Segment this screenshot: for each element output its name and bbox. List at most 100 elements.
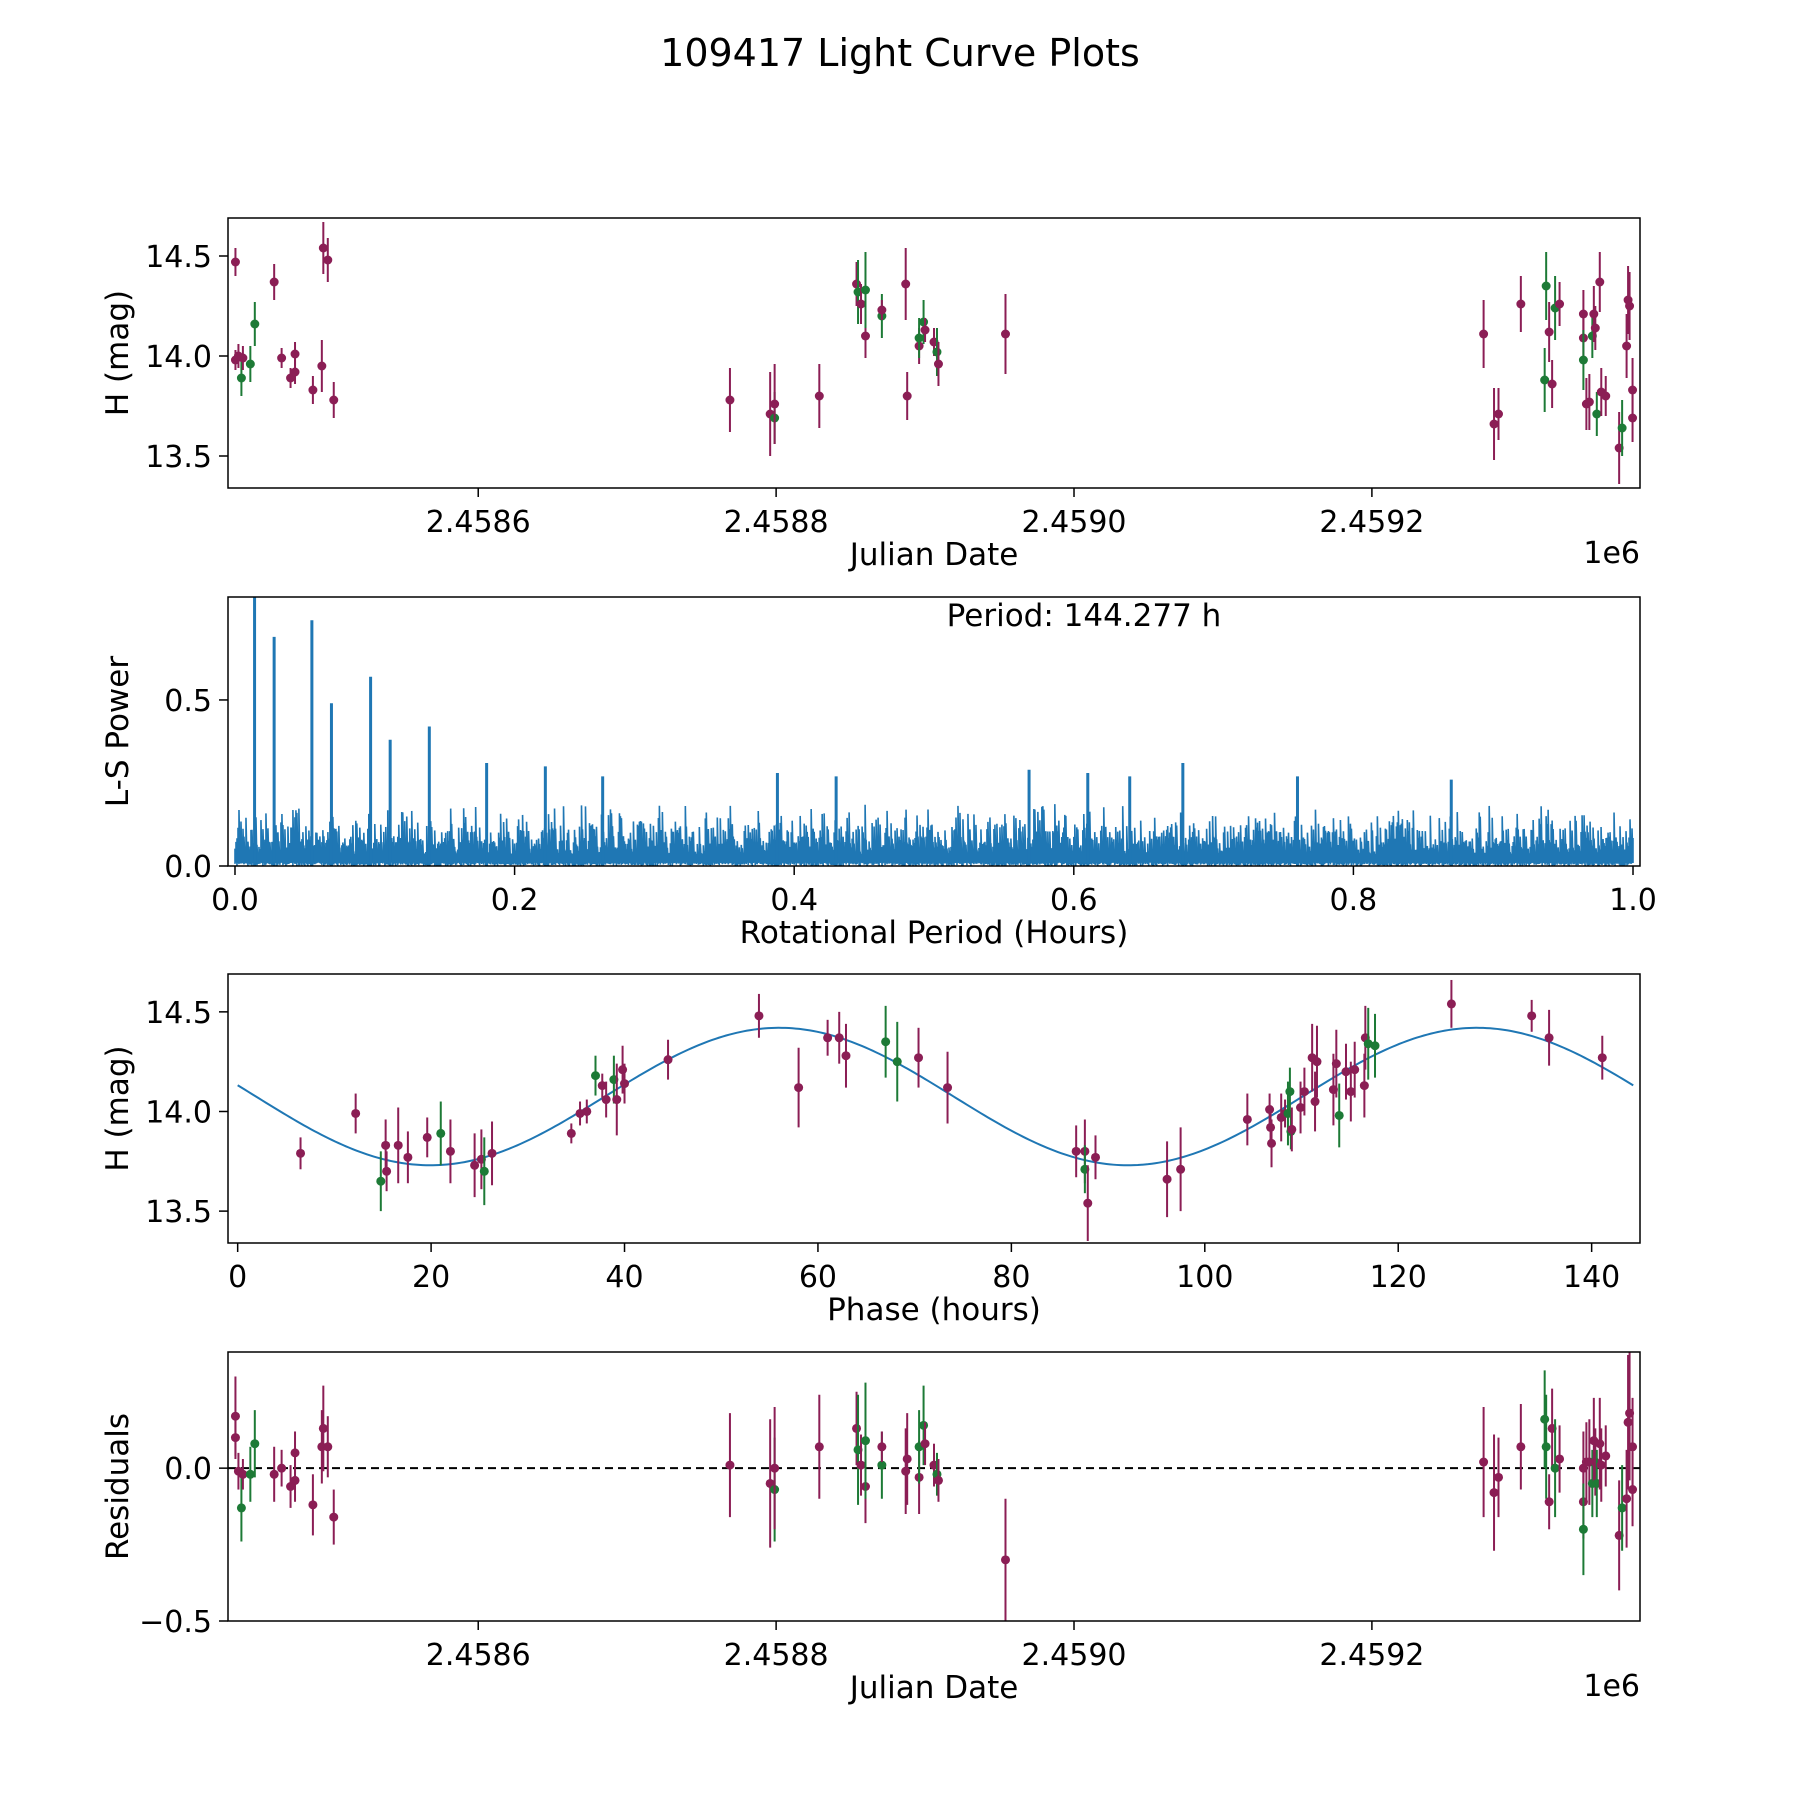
residuals-data-point <box>238 1469 248 1479</box>
residuals-data-point <box>1489 1488 1499 1498</box>
residuals-data-point <box>230 1411 240 1421</box>
phased-data-point <box>914 1053 924 1063</box>
residuals-data-point <box>814 1442 824 1452</box>
lightcurve-data-point <box>1555 299 1565 309</box>
phased-data-point <box>479 1166 489 1176</box>
lightcurve-data-point <box>1578 355 1588 365</box>
residuals-ylabel: Residuals <box>100 1413 136 1560</box>
lightcurve-xlabel: Julian Date <box>848 537 1019 573</box>
lightcurve-data-point <box>1541 281 1551 291</box>
residuals-data-point <box>1494 1472 1504 1482</box>
residuals-data-point <box>1544 1497 1554 1507</box>
residuals-data-point <box>901 1466 911 1476</box>
lightcurve-data-point <box>902 391 912 401</box>
phased-data-point <box>591 1071 601 1081</box>
phased-xlabel: Phase (hours) <box>827 1292 1041 1328</box>
periodogram-ytick-label: 0.0 <box>164 850 212 885</box>
periodogram-xtick-label: 0.8 <box>1330 883 1378 918</box>
phased-data-point <box>1346 1087 1356 1097</box>
phased-data-point <box>1527 1011 1537 1021</box>
residuals-data-point <box>933 1475 943 1485</box>
residuals-xtick-label: 2.4586 <box>426 1638 531 1673</box>
phased-data-point <box>1285 1087 1295 1097</box>
lightcurve-data-point <box>860 285 870 295</box>
phased-xtick-label: 80 <box>992 1260 1030 1295</box>
phased-data-point <box>618 1065 628 1075</box>
phased-data-point <box>351 1108 361 1118</box>
lightcurve-data-point <box>1547 379 1557 389</box>
phased-data-point <box>1162 1174 1172 1184</box>
residuals-data-point <box>1541 1442 1551 1452</box>
residuals-xlabel: Julian Date <box>848 1670 1019 1706</box>
lightcurve-data-point <box>1000 329 1010 339</box>
phased-data-point <box>382 1166 392 1176</box>
periodogram-ytick-label: 0.5 <box>164 684 212 719</box>
residuals-data-point <box>852 1423 862 1433</box>
lightcurve-data-point <box>914 333 924 343</box>
residuals-data-point <box>250 1439 260 1449</box>
periodogram-frame <box>227 596 1641 867</box>
phased-data-point <box>1363 1039 1373 1049</box>
residuals-data-point <box>770 1463 780 1473</box>
lightcurve-points <box>230 222 1638 484</box>
residuals-data-point <box>1540 1414 1550 1424</box>
residuals-data-point <box>308 1500 318 1510</box>
phased-data-point <box>1176 1164 1186 1174</box>
lightcurve-data-point <box>238 353 248 363</box>
residuals-data-point <box>323 1442 333 1452</box>
lightcurve-data-point <box>1592 409 1602 419</box>
residuals-data-point <box>1516 1442 1526 1452</box>
lightcurve-data-point <box>1628 413 1638 423</box>
lightcurve-data-point <box>1494 409 1504 419</box>
phased-data-point <box>1597 1053 1607 1063</box>
residuals-data-point <box>318 1423 328 1433</box>
residuals-data-point <box>920 1439 930 1449</box>
phased-data-point <box>445 1146 455 1156</box>
lightcurve-data-point <box>317 361 327 371</box>
residuals-ytick-label: 0.0 <box>164 1452 212 1487</box>
periodogram-line-group <box>234 597 1634 866</box>
residuals-xtick-label: 2.4588 <box>724 1638 829 1673</box>
lightcurve-data-point <box>1628 385 1638 395</box>
phased-data-point <box>1091 1152 1101 1162</box>
panel-residuals-axes: 2.4586 2.4588 2.4590 2.4592 −0.5 0.0 Julian Da… <box>100 1413 1640 1706</box>
lightcurve-data-point <box>329 395 339 405</box>
lightcurve-data-point <box>290 367 300 377</box>
periodogram-xtick-label: 0.6 <box>1050 883 1098 918</box>
phased-data-point <box>436 1128 446 1138</box>
phased-data-point <box>663 1055 673 1065</box>
lightcurve-data-point <box>308 385 318 395</box>
phased-data-point <box>1370 1041 1380 1051</box>
residuals-data-point <box>269 1469 279 1479</box>
residuals-data-point <box>725 1460 735 1470</box>
lightcurve-data-point <box>1589 309 1599 319</box>
phased-data-point <box>1544 1033 1554 1043</box>
phased-data-point <box>597 1081 607 1091</box>
lightcurve-xtick-label: 2.4586 <box>426 505 531 540</box>
residuals-data-point <box>1601 1451 1611 1461</box>
phased-xtick-label: 40 <box>605 1260 643 1295</box>
phased-data-point <box>582 1106 592 1116</box>
phased-data-point <box>296 1148 306 1158</box>
phased-data-point <box>892 1057 902 1067</box>
phased-data-point <box>1287 1124 1297 1134</box>
lightcurve-data-point <box>856 299 866 309</box>
phased-data-point <box>376 1176 386 1186</box>
phased-ytick-label: 14.0 <box>145 1095 212 1130</box>
phased-frame <box>227 973 1641 1244</box>
lightcurve-data-point <box>250 319 260 329</box>
lightcurve-xtick-label: 2.4592 <box>1319 505 1424 540</box>
lightcurve-data-point <box>269 277 279 287</box>
residuals-points <box>230 1352 1638 1621</box>
lightcurve-data-point <box>1617 423 1627 433</box>
phased-xtick-label: 140 <box>1563 1260 1620 1295</box>
phased-data-point <box>393 1140 403 1150</box>
lightcurve-data-point <box>932 347 942 357</box>
residuals-data-point <box>856 1460 866 1470</box>
periodogram-ylabel: L-S Power <box>100 656 136 807</box>
lightcurve-data-point <box>1622 341 1632 351</box>
periodogram-xtick-label: 0.4 <box>770 883 818 918</box>
lightcurve-data-point <box>860 331 870 341</box>
lightcurve-data-point <box>901 279 911 289</box>
residuals-data-point <box>1555 1454 1565 1464</box>
